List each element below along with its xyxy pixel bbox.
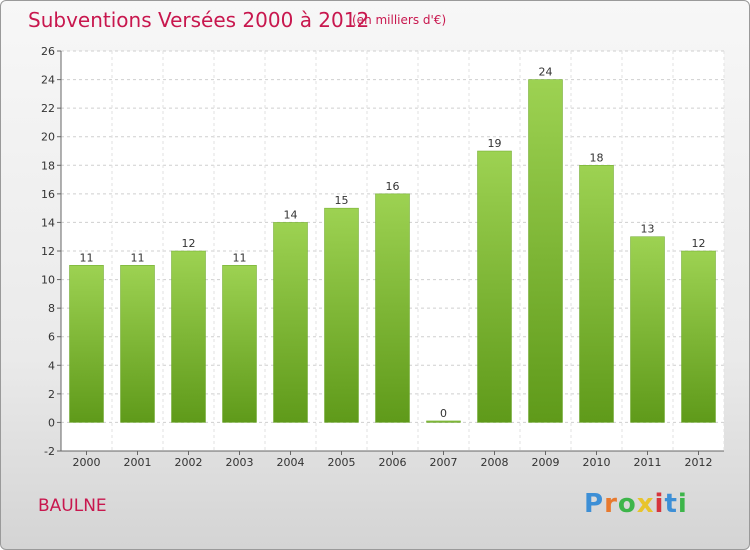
x-tick-label: 2012	[685, 456, 713, 469]
x-tick-label: 2009	[532, 456, 560, 469]
x-tick-label: 2005	[328, 456, 356, 469]
data-label: 0	[440, 407, 447, 420]
y-tick-label: 0	[48, 416, 55, 429]
logo-letter: i	[654, 489, 665, 519]
bar	[681, 250, 716, 423]
logo-letter: r	[604, 489, 618, 519]
logo-letter: o	[617, 489, 637, 519]
y-tick-label: 20	[41, 131, 55, 144]
data-label: 19	[488, 137, 502, 150]
bar	[171, 250, 206, 423]
logo-letter: P	[584, 489, 605, 519]
bar	[324, 207, 359, 423]
y-tick-label: 18	[41, 159, 55, 172]
y-tick-label: 10	[41, 274, 55, 287]
x-tick-label: 2004	[277, 456, 305, 469]
data-label: 13	[641, 223, 655, 236]
data-label: 12	[692, 237, 706, 250]
bar	[273, 222, 308, 423]
data-label: 15	[335, 194, 349, 207]
bar	[120, 265, 155, 423]
y-tick-label: 12	[41, 245, 55, 258]
x-tick-label: 2002	[175, 456, 203, 469]
logo-letter: x	[636, 489, 655, 519]
logo-letter: i	[677, 489, 688, 519]
data-label: 12	[182, 237, 196, 250]
chart-title: Subventions Versées 2000 à 2012	[28, 8, 370, 32]
y-tick-label: 16	[41, 188, 55, 201]
proxiti-logo: Proxiti	[584, 489, 688, 519]
y-tick-label: 6	[48, 331, 55, 344]
bar	[69, 265, 104, 423]
data-label: 11	[131, 251, 145, 264]
bar	[630, 236, 665, 423]
x-tick-label: 2003	[226, 456, 254, 469]
y-tick-label: 14	[41, 216, 55, 229]
bar	[375, 193, 410, 423]
labels: 11 11 12 11 14 15 16 0 19 24 18 13 12	[80, 66, 706, 420]
logo-letter: t	[664, 489, 678, 519]
bar	[528, 79, 563, 423]
x-tick-label: 2001	[124, 456, 152, 469]
y-tick-label: 2	[48, 388, 55, 401]
data-label: 18	[590, 151, 604, 164]
chart-unit: (en milliers d'€)	[352, 13, 447, 27]
data-label: 24	[539, 66, 553, 79]
y-tick-label: 26	[41, 45, 55, 58]
y-tick-label: 8	[48, 302, 55, 315]
bar	[426, 420, 461, 423]
data-label: 14	[284, 208, 298, 221]
data-label: 16	[386, 180, 400, 193]
y-tick-label: 4	[48, 359, 55, 372]
x-tick-label: 2008	[481, 456, 509, 469]
y-tick-label: -2	[44, 445, 55, 458]
x-tick-label: 2000	[73, 456, 101, 469]
data-label: 11	[80, 251, 94, 264]
bar	[579, 165, 614, 423]
x-tick-label: 2007	[430, 456, 458, 469]
y-tick-label: 24	[41, 74, 55, 87]
data-label: 11	[233, 251, 247, 264]
bar	[222, 265, 257, 423]
x-tick-label: 2010	[583, 456, 611, 469]
bar	[477, 150, 512, 423]
y-tick-label: 22	[41, 102, 55, 115]
bars	[69, 79, 716, 423]
x-tick-label: 2006	[379, 456, 407, 469]
place-name: BAULNE	[38, 496, 107, 516]
x-tick-label: 2011	[634, 456, 662, 469]
